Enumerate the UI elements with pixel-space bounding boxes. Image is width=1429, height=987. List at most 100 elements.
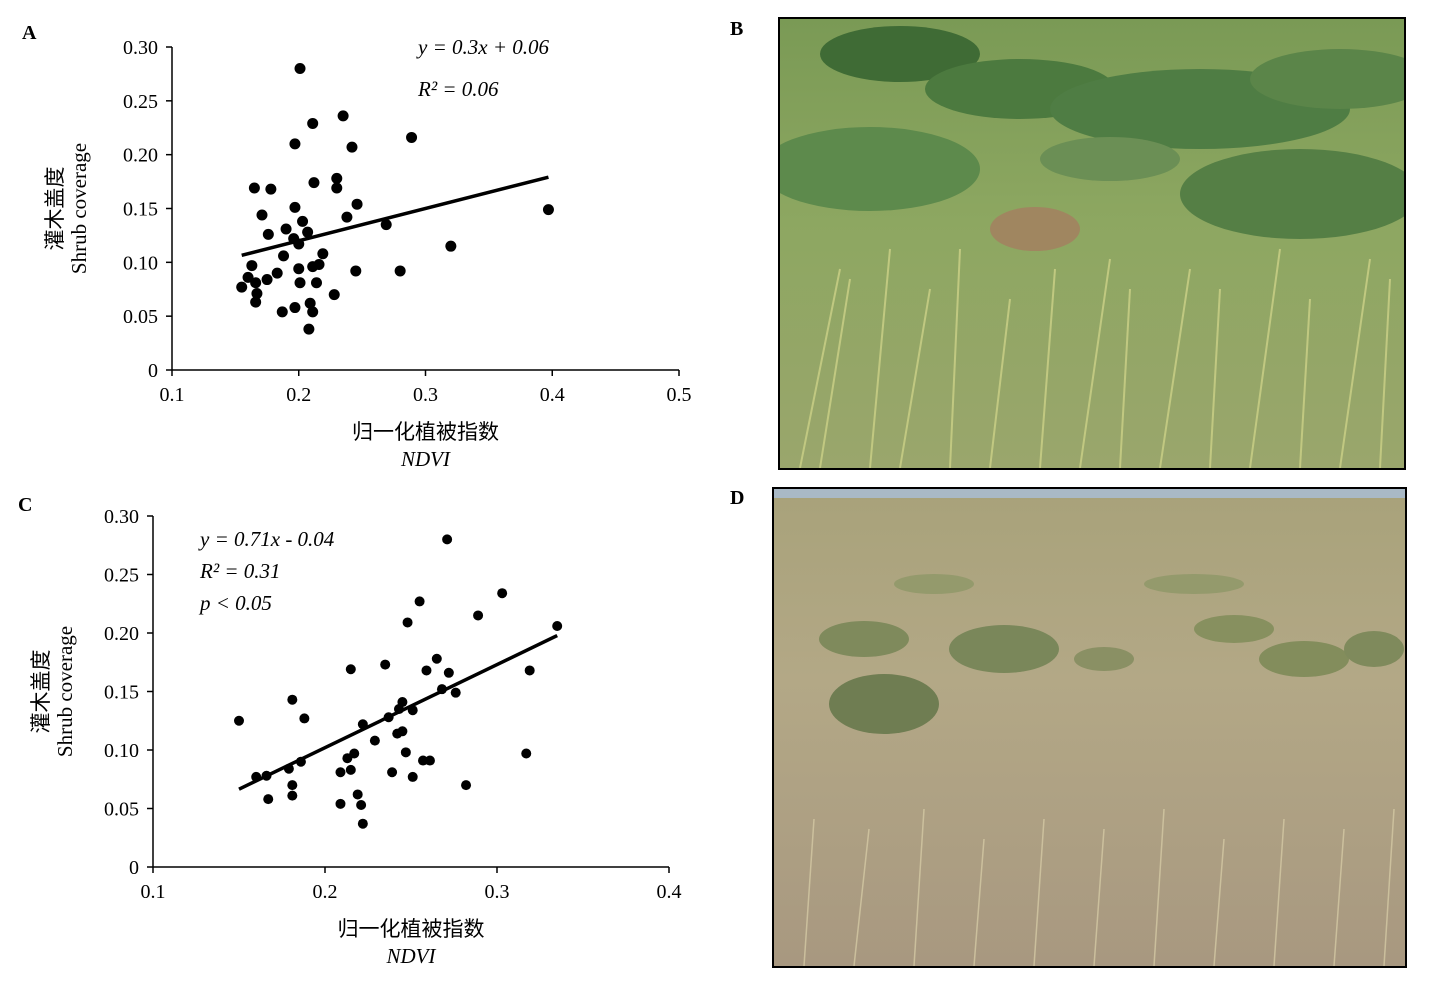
scatter-point [297, 215, 309, 227]
scatter-point [461, 780, 472, 791]
scatter-point [497, 588, 508, 599]
scatter-point [261, 770, 272, 781]
y-tick-label: 0.15 [123, 199, 158, 221]
scatter-point [265, 183, 277, 195]
x-tick-label: 0.4 [657, 881, 682, 903]
scatter-point [251, 771, 262, 782]
panel-label-d: D [730, 487, 745, 509]
panel-label-c: C [18, 494, 33, 516]
scatter-point [294, 63, 306, 75]
scatter-point [276, 306, 288, 318]
scatter-point [383, 712, 394, 723]
scatter-point [307, 117, 319, 129]
x-axis-label-en: NDVI [400, 447, 451, 471]
x-tick-label: 0.3 [413, 384, 438, 406]
y-tick-label: 0.15 [104, 682, 139, 704]
scatter-point [552, 620, 563, 631]
scatter-point [351, 198, 363, 210]
scatter-point [442, 534, 453, 545]
scatter-point [236, 281, 248, 293]
scatter-point [293, 238, 305, 250]
scatter-point [246, 260, 258, 272]
scatter-point [400, 747, 411, 758]
y-axis-label-cn: 灌木盖度 [43, 167, 67, 251]
scatter-point [302, 226, 314, 238]
panel-label-a: A [22, 22, 37, 44]
regression-equation: y = 0.3x + 0.06 [416, 35, 549, 59]
scatter-point [473, 610, 484, 621]
scatter-point [524, 665, 535, 676]
scatter-point [280, 223, 292, 235]
chart-c: 0 0.05 0.10 0.15 0.20 0.25 0.30 0.1 0.2 0.3 0.4 归一化… [29, 506, 682, 968]
y-axis-label-cn: 灌木盖度 [29, 650, 53, 734]
scatter-point [380, 659, 391, 670]
scatter-point [406, 131, 418, 143]
photo-b-illustration [780, 19, 1404, 468]
y-tick-label: 0.20 [123, 145, 158, 167]
scatter-point [414, 596, 425, 607]
scatter-point [421, 665, 432, 676]
scatter-point [436, 684, 447, 695]
scatter-point [262, 228, 274, 240]
scatter-point [350, 265, 362, 277]
scatter-point [310, 277, 322, 289]
scatter-point [294, 277, 306, 289]
scatter-point [387, 767, 398, 778]
scatter-point [345, 764, 356, 775]
scatter-point [248, 182, 260, 194]
scatter-point [263, 794, 274, 805]
y-tick-label: 0.20 [104, 623, 139, 645]
scatter-point [443, 667, 454, 678]
chart-a: 0 0.05 0.10 0.15 0.20 0.25 0.30 0.1 0.2 0.3 0.4 0.5… [43, 35, 692, 471]
scatter-point [335, 767, 346, 778]
x-axis-label-cn: 归一化植被指数 [352, 420, 499, 444]
x-tick-label: 0.1 [141, 881, 166, 903]
y-tick-label: 0.10 [104, 740, 139, 762]
scatter-point [289, 138, 301, 150]
scatter-point [357, 818, 368, 829]
scatter-point [331, 182, 343, 194]
y-axis-label-en: Shrub coverage [53, 626, 77, 757]
scatter-point [369, 735, 380, 746]
scatter-point [271, 267, 283, 279]
y-tick-label: 0.05 [123, 306, 158, 328]
scatter-point [317, 248, 329, 260]
scatter-point [261, 274, 273, 286]
scatter-point [303, 323, 315, 335]
x-tick-label: 0.2 [286, 384, 311, 406]
scatter-point [521, 748, 532, 759]
scatter-point [287, 790, 298, 801]
scatter-point [293, 263, 305, 275]
scatter-point [287, 780, 298, 791]
r-squared: R² = 0.31 [199, 559, 281, 583]
scatter-point [295, 756, 306, 767]
scatter-point [278, 250, 290, 262]
x-axis-label-en: NDVI [386, 944, 437, 968]
x-tick-label: 0.5 [667, 384, 692, 406]
p-value: p < 0.05 [198, 591, 272, 615]
y-tick-label: 0.05 [104, 799, 139, 821]
scatter-point [357, 719, 368, 730]
scatter-point [335, 798, 346, 809]
scatter-point [356, 799, 367, 810]
scatter-point [299, 713, 310, 724]
scatter-point [342, 753, 353, 764]
scatter-point [307, 306, 319, 318]
scatter-point [352, 789, 363, 800]
y-tick-label: 0.10 [123, 252, 158, 274]
y-tick-label: 0 [148, 360, 158, 382]
scatter-point [242, 271, 254, 283]
scatter-point [380, 219, 392, 231]
scatter-point [542, 204, 554, 216]
scatter-point [341, 211, 353, 223]
scatter-point [393, 704, 404, 715]
scatter-point [250, 296, 262, 308]
scatter-point [337, 110, 349, 122]
r-squared: R² = 0.06 [417, 77, 499, 101]
panel-label-b: B [730, 18, 744, 40]
photo-d-degraded-steppe [772, 487, 1407, 968]
x-tick-label: 0.2 [313, 881, 338, 903]
y-axis-label-en: Shrub coverage [67, 143, 91, 274]
scatter-point [287, 694, 298, 705]
scatter-point [283, 763, 294, 774]
